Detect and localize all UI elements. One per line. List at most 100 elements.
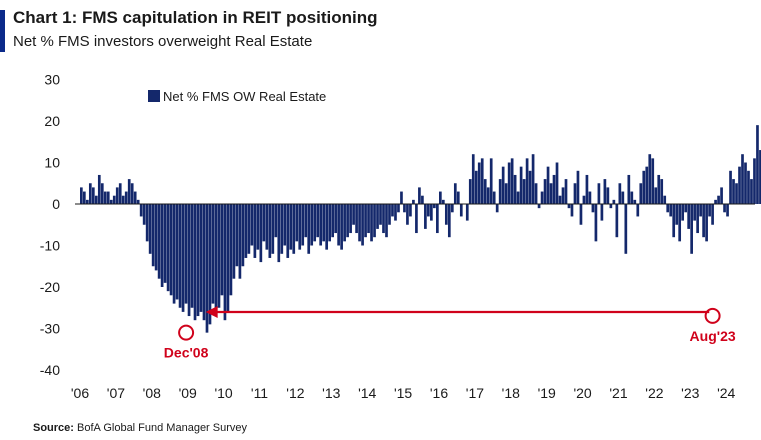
bar [166, 204, 170, 292]
bar [744, 162, 747, 204]
bar [555, 162, 559, 204]
bar [418, 187, 421, 204]
x-tick-label: '23 [681, 385, 699, 401]
bar [492, 191, 496, 204]
bar [298, 204, 302, 250]
bar [112, 195, 116, 204]
bar [304, 204, 308, 238]
bar [693, 204, 696, 221]
bar [88, 183, 92, 204]
bar [558, 195, 562, 204]
bar [253, 204, 257, 258]
x-tick-label: '20 [573, 385, 591, 401]
bar [118, 183, 122, 204]
bar [627, 174, 631, 204]
x-tick-label: '15 [394, 385, 412, 401]
bar [97, 174, 101, 204]
bar [427, 204, 430, 217]
bar [621, 191, 625, 204]
bar [444, 204, 448, 225]
bar [421, 195, 424, 204]
bar [657, 174, 661, 204]
bar [501, 166, 505, 204]
bar [543, 179, 547, 204]
bar [519, 166, 523, 204]
bar [711, 204, 714, 225]
bar [226, 204, 230, 312]
bar [286, 204, 290, 258]
bar [606, 187, 610, 204]
bar [663, 195, 667, 204]
bar [567, 204, 571, 209]
bar [139, 204, 143, 217]
bar [352, 204, 355, 225]
bar [675, 204, 679, 225]
bar [687, 204, 690, 229]
bar [103, 191, 107, 204]
bar [160, 204, 164, 287]
bar [241, 204, 245, 267]
bar [325, 204, 329, 250]
bar [319, 204, 323, 246]
bar [301, 204, 305, 246]
x-tick-label: '14 [358, 385, 376, 401]
bar [328, 204, 331, 242]
bar [609, 204, 613, 209]
bar [184, 204, 188, 304]
x-tick-label: '10 [214, 385, 232, 401]
bar [163, 204, 167, 283]
bar [367, 204, 370, 234]
bar [295, 204, 299, 242]
bar [91, 187, 95, 204]
bar [468, 179, 472, 204]
bar [597, 183, 601, 204]
bar [525, 158, 529, 204]
bar [121, 195, 125, 204]
bar [729, 170, 732, 204]
legend-swatch [148, 90, 160, 102]
y-tick-label: 0 [52, 196, 60, 212]
bar [439, 191, 442, 204]
bar [133, 191, 137, 204]
bar [358, 204, 361, 242]
bar [588, 191, 592, 204]
bar [615, 204, 619, 238]
annotations: Dec'08 Aug'23 [164, 306, 736, 361]
bar [145, 204, 149, 242]
bar [447, 204, 451, 238]
annotation-label: Dec'08 [164, 345, 209, 361]
bar [720, 187, 723, 204]
bar [516, 191, 520, 204]
bar [534, 183, 538, 204]
bar [211, 204, 215, 304]
bar [507, 162, 511, 204]
bar [480, 158, 484, 204]
bar [175, 204, 179, 300]
bar [397, 204, 400, 213]
bar [424, 204, 427, 229]
bar [346, 204, 349, 238]
bar [573, 183, 577, 204]
bar [477, 162, 481, 204]
bar [406, 204, 409, 225]
bar [495, 204, 499, 213]
x-tick-label: '06 [71, 385, 89, 401]
bar [331, 204, 334, 238]
bar [489, 158, 493, 204]
bar [666, 204, 670, 213]
x-tick-label: '19 [538, 385, 556, 401]
bar [244, 204, 248, 258]
bar [280, 204, 284, 254]
bar [471, 154, 475, 204]
bar [265, 204, 269, 250]
bar [334, 204, 337, 234]
bar [214, 204, 218, 317]
bar [441, 199, 445, 204]
bar [459, 204, 463, 217]
bar [250, 204, 254, 246]
bar-series [80, 125, 761, 333]
x-axis: '06 '07 '08 '09 '10 '11 '12 '13 '14 '15 '16 '17 '18 '… [71, 385, 736, 401]
bar [349, 204, 352, 234]
bar [235, 204, 239, 267]
bar [283, 204, 287, 246]
